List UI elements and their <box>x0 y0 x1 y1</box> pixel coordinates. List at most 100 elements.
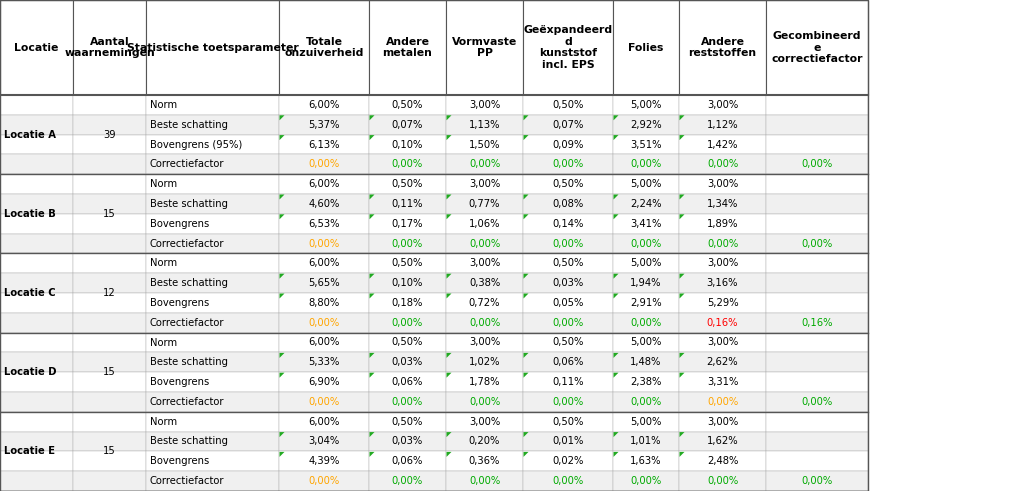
Text: 0,16%: 0,16% <box>801 318 833 327</box>
Bar <box>766 293 868 313</box>
Bar <box>613 372 679 392</box>
Polygon shape <box>446 214 451 219</box>
Text: 2,62%: 2,62% <box>707 357 739 367</box>
Polygon shape <box>524 452 529 457</box>
Text: 5,65%: 5,65% <box>308 278 340 288</box>
Bar <box>523 214 613 234</box>
Text: Beste schatting: Beste schatting <box>150 278 228 288</box>
Bar <box>613 471 679 491</box>
Text: 5,00%: 5,00% <box>630 258 662 268</box>
Text: 1,48%: 1,48% <box>630 357 662 367</box>
Bar <box>446 313 523 332</box>
Text: Beste schatting: Beste schatting <box>150 357 228 367</box>
Polygon shape <box>679 353 684 358</box>
Bar <box>73 135 146 154</box>
Text: 4,60%: 4,60% <box>308 199 340 209</box>
Bar <box>446 471 523 491</box>
Text: 6,90%: 6,90% <box>308 377 340 387</box>
Text: Beste schatting: Beste schatting <box>150 199 228 209</box>
Polygon shape <box>369 115 374 120</box>
Bar <box>766 432 868 451</box>
Bar <box>369 154 446 174</box>
Text: 3,00%: 3,00% <box>707 179 739 189</box>
Bar <box>613 273 679 293</box>
Text: 0,50%: 0,50% <box>392 337 424 348</box>
Bar <box>613 392 679 412</box>
Text: Bovengrens: Bovengrens <box>150 298 210 308</box>
Polygon shape <box>679 135 684 140</box>
Bar <box>523 432 613 451</box>
Text: 1,94%: 1,94% <box>630 278 662 288</box>
Text: Norm: Norm <box>150 100 177 110</box>
Bar <box>523 253 613 273</box>
Text: 0,00%: 0,00% <box>630 476 662 486</box>
Text: 2,92%: 2,92% <box>630 120 662 130</box>
Bar <box>523 412 613 432</box>
Bar <box>146 412 279 432</box>
Bar <box>766 353 868 372</box>
Bar <box>73 0 146 95</box>
Bar <box>73 313 146 332</box>
Bar <box>523 273 613 293</box>
Bar <box>446 372 523 392</box>
Bar <box>679 353 766 372</box>
Bar <box>613 115 679 135</box>
Text: Correctiefactor: Correctiefactor <box>150 159 224 169</box>
Text: 0,00%: 0,00% <box>552 159 584 169</box>
Bar <box>369 392 446 412</box>
Text: 0,72%: 0,72% <box>469 298 500 308</box>
Bar <box>523 115 613 135</box>
Bar <box>446 214 523 234</box>
Bar <box>279 194 369 214</box>
Bar <box>73 432 146 451</box>
Bar <box>446 115 523 135</box>
Text: Folies: Folies <box>628 43 664 53</box>
Bar <box>73 234 146 253</box>
Polygon shape <box>614 214 619 219</box>
Text: 6,00%: 6,00% <box>308 100 340 110</box>
Bar <box>446 293 523 313</box>
Bar <box>446 154 523 174</box>
Bar <box>523 194 613 214</box>
Text: Beste schatting: Beste schatting <box>150 120 228 130</box>
Bar <box>446 253 523 273</box>
Bar <box>279 392 369 412</box>
Bar <box>523 0 613 95</box>
Polygon shape <box>446 452 451 457</box>
Text: 0,00%: 0,00% <box>469 159 500 169</box>
Polygon shape <box>446 294 451 299</box>
Text: 0,00%: 0,00% <box>469 239 500 248</box>
Bar <box>279 332 369 353</box>
Bar <box>369 95 446 115</box>
Text: 2,38%: 2,38% <box>630 377 662 387</box>
Bar <box>679 135 766 154</box>
Text: 0,50%: 0,50% <box>392 179 424 189</box>
Bar <box>523 293 613 313</box>
Text: 0,00%: 0,00% <box>630 397 662 407</box>
Polygon shape <box>279 373 284 378</box>
Bar <box>279 234 369 253</box>
Text: 0,00%: 0,00% <box>469 318 500 327</box>
Text: 3,00%: 3,00% <box>707 258 739 268</box>
Polygon shape <box>369 353 374 358</box>
Bar <box>73 95 146 115</box>
Text: Correctiefactor: Correctiefactor <box>150 476 224 486</box>
Bar <box>279 451 369 471</box>
Polygon shape <box>524 353 529 358</box>
Bar <box>73 253 146 273</box>
Bar <box>279 95 369 115</box>
Text: 0,00%: 0,00% <box>801 159 833 169</box>
Bar <box>0 293 73 313</box>
Bar <box>766 95 868 115</box>
Bar <box>146 234 279 253</box>
Polygon shape <box>279 214 284 219</box>
Bar <box>369 174 446 194</box>
Bar <box>679 451 766 471</box>
Bar <box>73 471 146 491</box>
Bar <box>0 115 73 135</box>
Text: 5,29%: 5,29% <box>707 298 739 308</box>
Text: 6,00%: 6,00% <box>308 337 340 348</box>
Text: 15: 15 <box>103 209 116 219</box>
Text: 5,00%: 5,00% <box>630 417 662 427</box>
Bar <box>523 372 613 392</box>
